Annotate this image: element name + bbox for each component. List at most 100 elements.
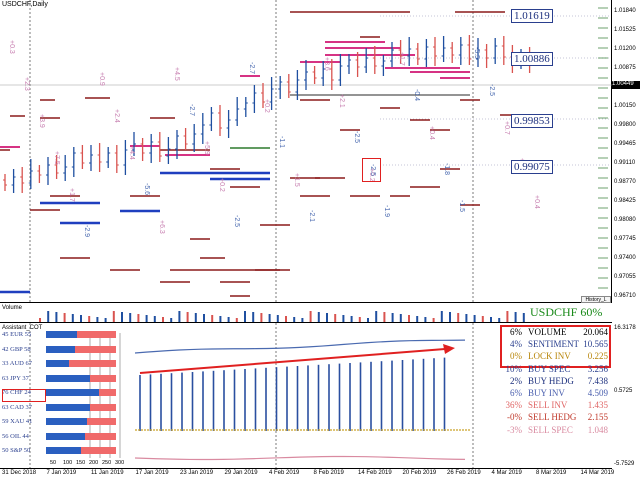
cot-long-bar (46, 447, 81, 454)
stat-pct: 6% (510, 327, 522, 337)
price-tick-label: 0.98080 (614, 217, 636, 223)
date-label: 7 Jan 2019 (46, 470, 77, 476)
indicator-scale-label: -5.7529 (614, 461, 635, 467)
stat-name: VOLUME (528, 327, 567, 337)
annotation-label: +6.3 (158, 220, 165, 234)
stat-value: 2.155 (587, 412, 608, 423)
cot-short-bar (99, 389, 116, 396)
price-tick-label: 0.97055 (614, 274, 636, 280)
trend-arrow (139, 348, 446, 374)
chf-highlight-box (2, 389, 46, 402)
price-tick-label: 1.00875 (614, 65, 636, 71)
stat-value: 4.509 (587, 388, 608, 398)
price-canvas: +0.3 +2.3 +3.9 +7.5 +1.7 -2.9 +0.9 +2.4 +4.4 -5.6… (0, 0, 612, 303)
annotation-label: -1.9 (383, 205, 390, 217)
level-box-4: 0.99075 (511, 160, 553, 174)
annotation-label: +2.1 (338, 94, 345, 108)
cot-short-bar (75, 345, 116, 353)
annotation-label: -1.8 (443, 163, 450, 175)
cot-table: 45 EUR 55 42 GBP 58 33 AUD 67 63 JPY 37 76 C… (0, 323, 130, 468)
volume-label: Volume (2, 305, 23, 311)
level-box-1: 1.01619 (511, 9, 553, 23)
stat-value: 10.565 (583, 339, 608, 350)
price-tick-label: 1.01200 (614, 46, 636, 52)
pair-label: USDCHF 60% (530, 305, 603, 319)
price-scale[interactable]: 1.01840 1.01525 1.01200 1.00875 1.00449 1.001… (612, 0, 640, 303)
stat-name: LOCK INV (528, 351, 571, 362)
cot-row-label: 76 CHF 24 (2, 389, 31, 396)
stat-name: SENTIMENT (528, 339, 579, 350)
cot-row-label: 33 AUD 67 (2, 360, 32, 367)
cot-short-bar (85, 432, 116, 440)
cot-axis-label: 150 (76, 460, 86, 466)
stat-value: 3.256 (587, 363, 608, 374)
cot-short-bar (87, 418, 116, 425)
cot-row-label: 63 CAD 37 (2, 403, 32, 411)
annotation-label: +1.5 (293, 173, 300, 187)
stat-pct: 4% (510, 339, 522, 350)
cot-short-bar (90, 374, 116, 382)
price-tick-label: 0.98770 (614, 179, 636, 185)
cot-axis-label: 250 (102, 460, 112, 466)
indicator-scale: 16.3178 0.5725 -5.7529 (612, 303, 640, 468)
annotation-label: +0.9 (98, 72, 105, 86)
annotation-label: -5.5 (473, 47, 480, 59)
stat-pct: 10% (505, 363, 523, 374)
stats-panel: 6% VOLUME 20.064 4% SENTIMENT 10.565 0% LOCK IN… (500, 323, 612, 468)
cot-row-label: 56 OIL 44 (2, 432, 29, 440)
annotation-label: +2.3 (23, 77, 30, 91)
date-label: 23 Jan 2019 (180, 470, 214, 476)
stat-value: 1.048 (587, 424, 608, 435)
annotation-label: +0.4 (533, 195, 540, 209)
date-label: 14 Feb 2019 (358, 470, 392, 476)
date-label: 29 Jan 2019 (224, 470, 258, 476)
date-label: 8 Feb 2019 (313, 470, 344, 476)
date-label: 4 Feb 2019 (269, 470, 300, 476)
indicator-scale-label: 0.5725 (614, 388, 633, 394)
cot-short-bar (81, 447, 116, 454)
indicator-panel[interactable]: Assistant_COT 45 EUR 55 42 GBP 58 33 AUD 6… (0, 323, 612, 468)
stat-pct: 0% (510, 351, 522, 362)
annotation-label: +7.5 (53, 151, 60, 165)
trend-arrow-head (443, 344, 455, 354)
annotation-label: -1.1 (278, 136, 285, 148)
stat-pct: 6% (510, 388, 522, 398)
cot-long-bar (46, 374, 90, 382)
stat-name: SELL INV (528, 400, 568, 411)
annotation-label: -2.5 (233, 215, 240, 227)
cot-short-bar (90, 403, 116, 411)
date-label: 17 Jan 2019 (135, 470, 169, 476)
stat-value: 0.225 (587, 351, 608, 362)
stat-name: SELL HEDG (528, 412, 577, 423)
highlight-value: -2.5 (369, 163, 377, 177)
annotation-label: +3.9 (38, 114, 45, 128)
cot-axis-label: 300 (115, 460, 125, 466)
indicator-canvas (29, 323, 474, 468)
cot-long-bar (46, 403, 90, 411)
stat-value: 1.435 (587, 400, 608, 411)
annotation-label: -2.7 (188, 104, 195, 116)
price-chart[interactable]: USDCHF,Daily +0.3 +2.3 +3.9 +7.5 +1.7 -2.9 +0.… (0, 0, 612, 303)
price-tick-label: 0.99800 (614, 122, 636, 128)
cot-long-bar (46, 432, 85, 440)
annotation-label: +1.7 (68, 188, 75, 202)
sell-spec-curve (134, 455, 466, 461)
annotation-label: -0.4 (413, 89, 420, 101)
volume-strip: Volume USDCHF 60% (0, 303, 612, 323)
annotation-label: -2.5 (353, 131, 360, 143)
current-price-tag: 1.00449 (612, 81, 640, 89)
cot-short-bar (69, 360, 116, 367)
highlight-box: -2.5 (362, 158, 381, 182)
price-tick-label: 0.96710 (614, 293, 636, 299)
date-label: 4 Mar 2019 (491, 470, 522, 476)
stats-highlight-box (500, 325, 611, 368)
volume-canvas (39, 311, 525, 322)
date-axis: 31 Dec 2018 7 Jan 2019 11 Jan 2019 17 Jan 2… (0, 468, 614, 480)
annotation-label: +5.9 (203, 141, 210, 155)
date-label: 31 Dec 2018 (2, 470, 37, 476)
annotation-label: -1.5 (458, 200, 465, 212)
indicator-scale-label: 16.3178 (614, 325, 636, 331)
cot-row-label: 45 EUR 55 (2, 331, 32, 338)
annotation-label: +0.2 (368, 168, 375, 182)
history-button[interactable]: History_L (581, 296, 611, 303)
